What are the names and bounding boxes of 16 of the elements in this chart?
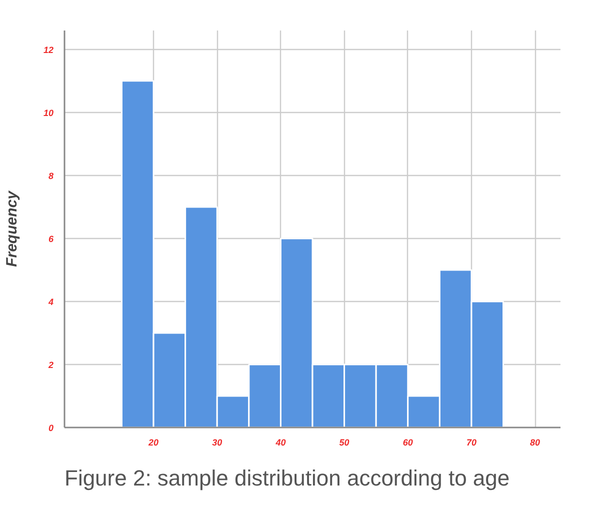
y-tick-label: 2 [47,360,54,370]
x-tick-label: 40 [274,438,286,448]
x-tick-label: 60 [402,438,413,448]
y-tick-label: 4 [47,296,54,307]
y-tick-label: 0 [48,423,54,433]
y-tick-label: 8 [48,170,54,181]
x-tick-label: 50 [339,438,350,448]
x-tick-label: 20 [148,438,159,448]
y-tick-label: 12 [43,44,54,55]
x-tick-label: 70 [466,438,476,448]
y-axis-title: Frequency [3,190,20,267]
y-tick-label: 6 [48,234,54,244]
caption: Figure 2: sample distribution according to age [64,466,510,490]
y-tick-label: 10 [43,108,54,118]
x-tick-label: 30 [212,438,222,448]
x-tick-label: 80 [530,438,540,448]
